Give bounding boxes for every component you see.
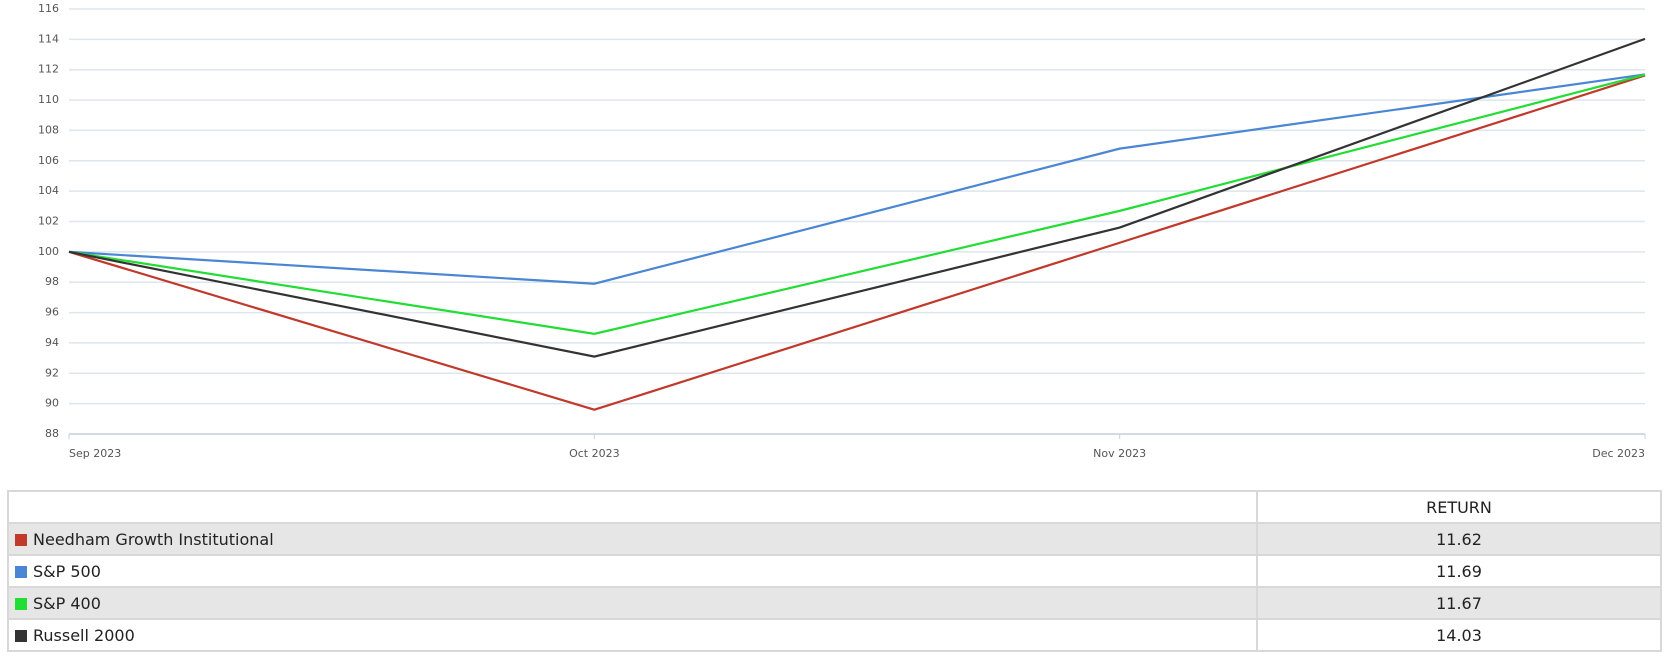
legend-swatch — [15, 629, 27, 642]
returns-table: RETURN Needham Growth Institutional 11.62… — [7, 490, 1662, 652]
legend-swatch — [15, 533, 27, 546]
y-tick-label: 108 — [38, 123, 59, 136]
series-name: Russell 2000 — [33, 625, 135, 645]
y-tick-label: 96 — [45, 306, 59, 319]
series-line — [68, 73, 1646, 285]
legend-swatch — [15, 565, 27, 578]
header-cell — [7, 490, 1258, 524]
return-value: 14.03 — [1256, 618, 1662, 652]
table-row: Russell 2000 14.03 — [7, 618, 1662, 652]
legend-swatch — [15, 597, 27, 610]
name-cell: Needham Growth Institutional — [7, 522, 1258, 556]
chart: 88 90 92 94 96 98 100 102 104 106 108 110 112 114 116 S… — [38, 2, 1646, 460]
series-name: S&P 500 — [33, 561, 101, 581]
series-line — [68, 73, 1646, 335]
series-line — [68, 74, 1646, 411]
name-cell: Russell 2000 — [7, 618, 1258, 652]
y-tick-label: 114 — [38, 32, 59, 45]
return-value: 11.69 — [1256, 554, 1662, 588]
x-tick-label: Nov 2023 — [1093, 447, 1146, 460]
y-tick-label: 116 — [38, 2, 59, 15]
y-tick-label: 92 — [45, 366, 59, 379]
y-tick-label: 106 — [38, 154, 59, 167]
x-tick-label: Dec 2023 — [1592, 447, 1645, 460]
y-tick-label: 88 — [45, 427, 59, 440]
name-cell: S&P 400 — [7, 586, 1258, 620]
y-tick-label: 90 — [45, 397, 59, 410]
header-return: RETURN — [1256, 490, 1662, 524]
y-tick-label: 98 — [45, 275, 59, 288]
return-value: 11.67 — [1256, 586, 1662, 620]
table-row: S&P 400 11.67 — [7, 586, 1662, 620]
series-line — [68, 37, 1646, 358]
table-row: Needham Growth Institutional 11.62 — [7, 522, 1662, 556]
y-tick-label: 94 — [45, 336, 59, 349]
series-name: Needham Growth Institutional — [33, 529, 274, 549]
series-name: S&P 400 — [33, 593, 101, 613]
table-row: S&P 500 11.69 — [7, 554, 1662, 588]
y-tick-label: 100 — [38, 245, 59, 258]
header-row: RETURN — [7, 490, 1662, 524]
return-value: 11.62 — [1256, 522, 1662, 556]
y-tick-label: 110 — [38, 93, 59, 106]
y-tick-label: 104 — [38, 184, 59, 197]
name-cell: S&P 500 — [7, 554, 1258, 588]
x-tick-label: Sep 2023 — [69, 447, 121, 460]
x-tick-label: Oct 2023 — [569, 447, 620, 460]
y-tick-label: 102 — [38, 215, 59, 228]
y-tick-label: 112 — [38, 63, 59, 76]
